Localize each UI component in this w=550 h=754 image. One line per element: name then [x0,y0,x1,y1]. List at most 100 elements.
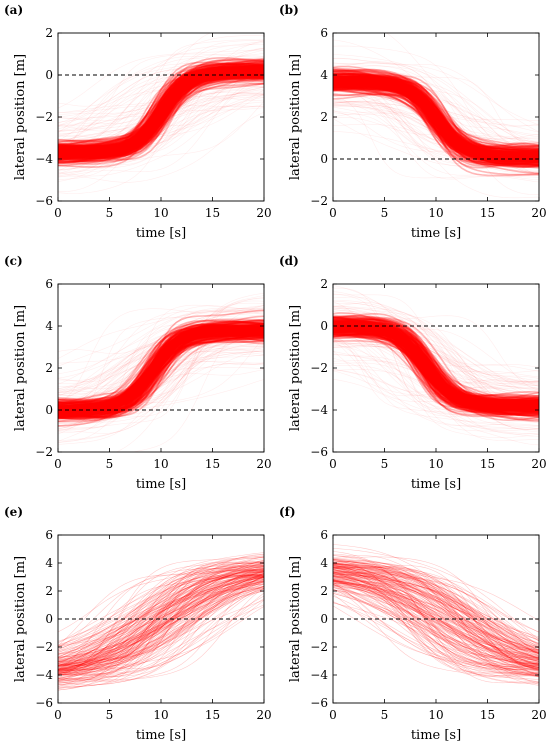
trajectory-line [333,80,539,165]
trajectory-line [58,586,264,666]
trajectory-line [333,318,539,411]
trajectory-line [333,322,539,374]
trajectory-line [333,312,539,408]
trajectory-line [58,329,264,431]
trajectory-line [333,567,539,655]
trajectory-line [333,74,539,158]
trajectory-line [58,323,264,427]
trajectory-line [333,311,539,390]
trajectory-line [58,562,264,687]
trajectory-line [58,328,264,413]
trajectory-line [58,576,264,674]
trajectory-line [333,328,539,418]
trajectory-line [333,80,539,157]
trajectory-line [58,86,264,132]
trajectory-line [333,84,539,161]
trajectory-line [333,324,539,382]
trajectory-line [58,330,264,411]
trajectory-line [333,323,539,405]
panel-label: (c) [4,254,23,268]
trajectory-line [333,84,539,164]
trajectory-line [333,301,539,417]
trajectory-line [333,75,539,156]
trajectory-line [58,70,264,156]
trajectory-line [333,317,539,413]
trajectory-line [58,569,264,669]
trajectory-line [58,71,264,157]
trajectory-line [333,562,539,682]
trajectory-line [58,91,264,182]
trajectory-line [333,333,539,413]
trajectory-line [58,569,264,666]
x-tick-label: 20 [531,708,546,722]
trajectory-line [58,72,264,156]
trajectory-line [333,370,539,403]
trajectory-line [58,79,264,164]
trajectory-line [333,78,539,163]
trajectory-line [333,593,539,671]
trajectory-line [333,77,539,151]
trajectory-line [58,326,264,414]
trajectory-line [58,349,264,405]
trajectory-line [333,83,539,159]
trajectory-line [58,328,264,406]
trajectory-line [58,554,264,673]
trajectory-line [333,336,539,403]
trajectory-line [333,69,539,175]
trajectory-line [58,559,264,678]
trajectory-line [333,578,539,662]
trajectory-line [333,316,539,410]
y-tick-label: 0 [320,319,328,333]
trajectory-line [58,65,264,156]
trajectory-line [333,573,539,661]
trajectory-line [58,327,264,404]
trajectory-line [333,571,539,665]
trajectory-line [58,70,264,153]
trajectory-line [58,327,264,406]
trajectory-line [58,72,264,157]
trajectory-line [58,574,264,660]
trajectory-line [333,351,539,385]
trajectory-line [58,580,264,654]
trajectory-line [333,329,539,413]
chart-panel-b: (b) 0 5 10 15 20 −2 0 2 4 6 time [s] lateral positi… [275,0,550,251]
trajectory-line [58,336,264,414]
trajectory-line [333,82,539,162]
trajectory-line [333,82,539,158]
trajectory-line [58,66,264,151]
trajectory-line [58,568,264,671]
trajectory-line [58,79,264,166]
y-tick-label: −4 [35,668,53,682]
trajectory-line [58,327,264,420]
trajectory-line [333,320,539,405]
trajectory-line [58,345,264,397]
trajectory-line [58,328,264,406]
trajectory-line [58,571,264,652]
trajectory-line [333,329,539,408]
trajectory-line [333,324,539,403]
trajectory-line [58,329,264,419]
y-tick-label: 2 [45,26,53,40]
trajectory-line [58,339,264,404]
trajectory-line [333,323,539,407]
trajectory-line [333,346,539,397]
trajectory-line [333,69,539,154]
trajectory-line [333,331,539,414]
trajectory-line [333,75,539,149]
trajectory-line [333,328,539,412]
trajectory-line [333,75,539,167]
trajectory-line [333,584,539,668]
trajectory-line [333,576,539,645]
trajectory-line [333,112,539,174]
x-tick-label: 5 [381,206,389,220]
trajectory-line [58,336,264,389]
trajectory-line [58,326,264,412]
trajectory-line [58,581,264,677]
trajectory-line [58,351,264,411]
trajectory-line [333,319,539,409]
trajectory-line [58,48,264,163]
y-tick-label: 2 [320,110,328,124]
trajectory-line [58,311,264,391]
trajectory-line [58,587,264,654]
